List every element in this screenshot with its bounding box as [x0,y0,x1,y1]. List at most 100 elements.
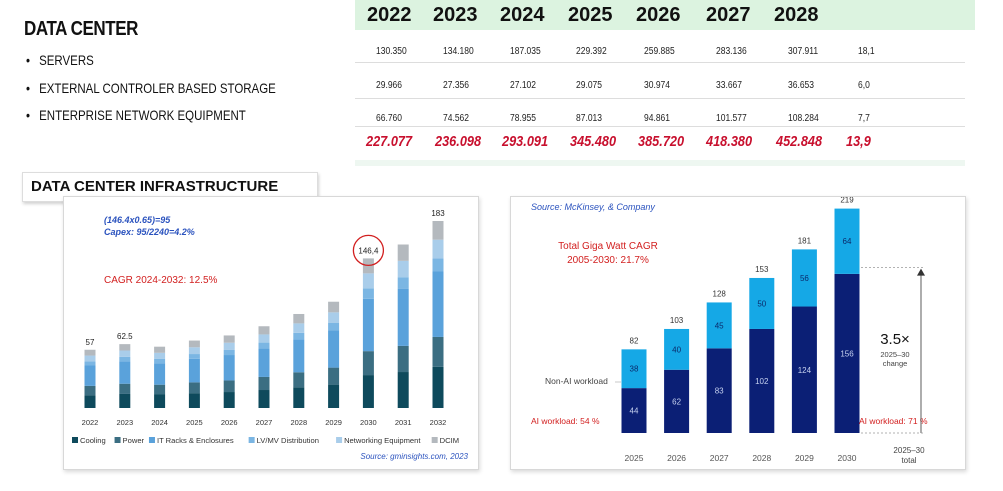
bar-total-label: 181 [798,236,812,245]
table-total: 385.720 [638,133,685,150]
x-tick-label: 2023 [116,418,133,427]
infrastructure-chart: 2022 2023 2024 2025 2026 2027 2028 2029 2030 2031… [72,209,469,461]
legend-swatch [148,437,155,443]
bar-segment [432,239,444,259]
x-tick-label: 2026 [221,418,238,427]
year-header-band [355,0,975,30]
bar-segment [84,361,96,366]
bar-segment [84,355,96,362]
ai-share-left: AI workload: 54 % [531,416,600,426]
bar-segment [258,326,270,335]
table-total: 345.480 [570,133,617,150]
bar-segment [328,312,340,323]
data-center-table: 2022 2023 2024 2025 2026 2027 2028 DATA CENTER… [0,0,1003,172]
table-cell: 27.356 [443,80,470,91]
year-header: 2023 [433,4,478,26]
table-total: 418.380 [706,133,753,150]
ai-share-right: AI workload: 71 % [859,416,928,426]
year-header: 2025 [568,4,613,26]
table-cell: 307.911 [788,46,819,57]
legend-label: Cooling [80,436,106,445]
bar-segment [293,372,305,388]
legend-label: IT Racks & Enclosures [157,436,234,445]
source-note: Source: gminsights.com, 2023 [360,452,468,461]
x-tick-label: 2032 [430,418,447,427]
bar-segment [119,361,131,384]
bar-segment [84,395,96,408]
year-header: 2026 [636,4,681,26]
x-tick-label: 2028 [290,418,307,427]
table-cell: 74.562 [443,113,470,124]
year-header: 2022 [367,4,412,26]
bar-segment [362,273,374,289]
legend-label: DCIM [440,436,459,445]
bar-segment [328,301,340,313]
table-cell: 78.955 [510,113,537,124]
bar-total-label: 103 [670,316,684,325]
bar-segment [154,358,166,364]
bar-segment [119,383,131,394]
bar-segment [119,393,131,408]
bar-segment [834,208,860,274]
segment-value-label: 102 [755,377,769,386]
bar-segment [84,365,96,386]
total-column-label: 2025–30 [893,446,925,455]
bar-segment [397,345,409,373]
legend-swatch [336,437,343,443]
table-cell: 134.180 [443,46,474,57]
row-divider [355,98,965,99]
bar-total-label: 153 [755,265,769,274]
infrastructure-chart-panel: 2022 2023 2024 2025 2026 2027 2028 2029 2030 2031… [63,196,479,470]
table-total: 236.098 [435,133,482,150]
x-tick-label: 2022 [82,418,99,427]
bar-segment [749,277,775,329]
year-header: 2028 [774,4,819,26]
change-arrow-head [917,268,925,276]
bar-segment [397,277,409,289]
bar-segment [258,348,270,377]
bar-segment [258,342,270,349]
bar-segment [664,369,690,433]
table-cell: 29.075 [576,80,603,91]
bar-total-label: 219 [840,197,854,205]
year-header: 2027 [706,4,751,26]
segment-value-label: 64 [843,237,852,246]
change-box [871,319,919,369]
legend-swatch [431,437,438,443]
legend-item: LV/MV Distribution [248,436,319,445]
bar-segment [397,260,409,278]
table-cell: 101.577 [716,113,747,124]
legend-label: LV/MV Distribution [257,436,319,445]
bar-segment [154,384,166,395]
segment-value-label: 45 [715,321,724,330]
bar-segment [397,372,409,408]
table-total: 13,9 [846,133,871,150]
legend-item: Power [114,436,145,445]
segment-value-label: 62 [672,397,681,406]
bar-segment [362,351,374,376]
bar-segment [664,328,690,370]
x-tick-label: 2027 [256,418,273,427]
legend-item: DCIM [431,436,459,445]
legend-label: Networking Equipment [344,436,421,445]
capex-annotation: Capex: 95/2240=4.2% [104,227,195,237]
table-cell: 66.760 [376,113,403,124]
bar-segment [154,363,166,385]
x-tick-label: 2029 [795,453,814,463]
non-ai-label: Non-AI workload [545,376,608,386]
table-cell: 33.667 [716,80,743,91]
bar-segment [432,366,444,408]
change-label: change [883,359,908,368]
segment-value-label: 38 [630,365,639,374]
bar-segment [293,323,305,333]
segment-value-label: 156 [840,349,854,358]
row-divider [355,126,965,127]
bar-segment [791,306,817,433]
bar-segment [188,382,200,394]
bar-segment [223,392,235,408]
bar-segment [188,358,200,383]
source-note: Source: McKinsey, & Company [531,202,655,212]
row-label: • SERVERS [26,52,94,68]
bar-segment [397,244,409,261]
bar-total-label: 183 [431,209,445,218]
